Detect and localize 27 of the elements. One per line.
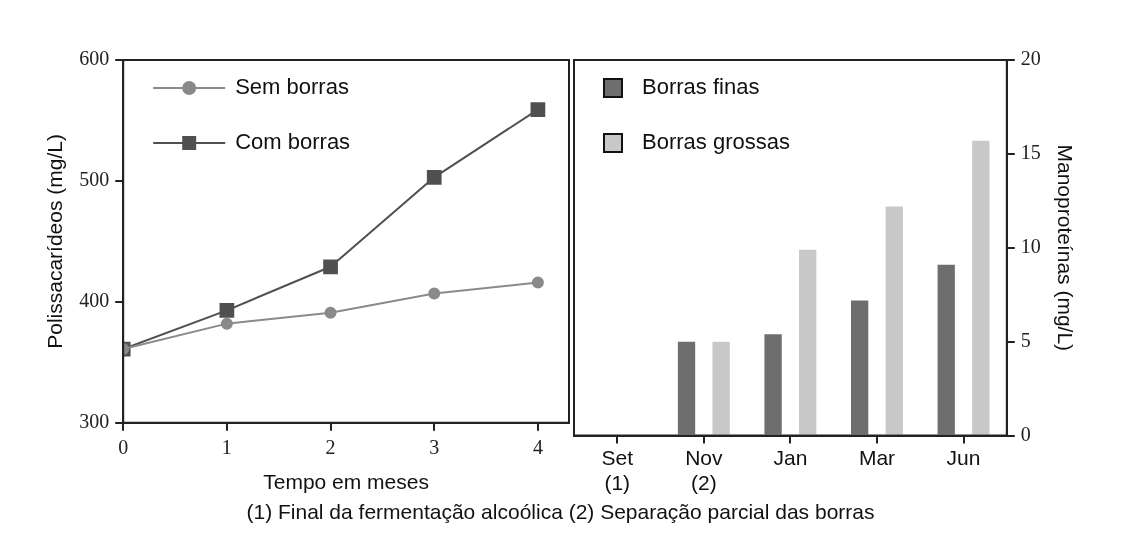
y-tick-label: 600	[79, 47, 110, 70]
y-tick-label: 300	[79, 410, 110, 433]
x-tick-label: Jun	[946, 446, 981, 469]
y2-tick-label: 0	[1020, 422, 1031, 445]
x-tick-label: 3	[429, 436, 440, 459]
x-tick-label: 0	[118, 436, 129, 459]
y2-axis-title: Manoproteínas (mg/L)	[1053, 144, 1077, 352]
text: (1) Final da fermentação alcoólica (2) Separação parcial das borras	[245, 500, 876, 524]
y-tick-label: 400	[79, 289, 110, 312]
x-tick-label: 4	[532, 436, 543, 459]
legend-label: Borras grossas	[642, 129, 790, 155]
x-tick-label: 2	[325, 436, 336, 459]
legend-label: Sem borras	[235, 74, 349, 100]
y2-tick-label: 15	[1020, 141, 1041, 164]
y-axis-title: Polissacarídeos (mg/L)	[43, 134, 67, 349]
y-tick-label: 500	[79, 168, 110, 191]
y2-tick-label: 5	[1020, 328, 1031, 351]
y2-tick-label: 10	[1020, 235, 1041, 258]
x-axis-title: Tempo em meses	[263, 470, 429, 494]
legend-label: Borras finas	[642, 74, 760, 100]
x-tick-label: 1	[221, 436, 232, 459]
legend-label: Com borras	[235, 129, 351, 155]
x-tick-label: Jan	[773, 446, 808, 469]
x-tick-label: Set (1)	[601, 446, 634, 495]
y2-tick-label: 20	[1020, 47, 1041, 70]
x-tick-label: Mar	[858, 446, 896, 469]
x-tick-label: Nov (2)	[685, 446, 724, 495]
